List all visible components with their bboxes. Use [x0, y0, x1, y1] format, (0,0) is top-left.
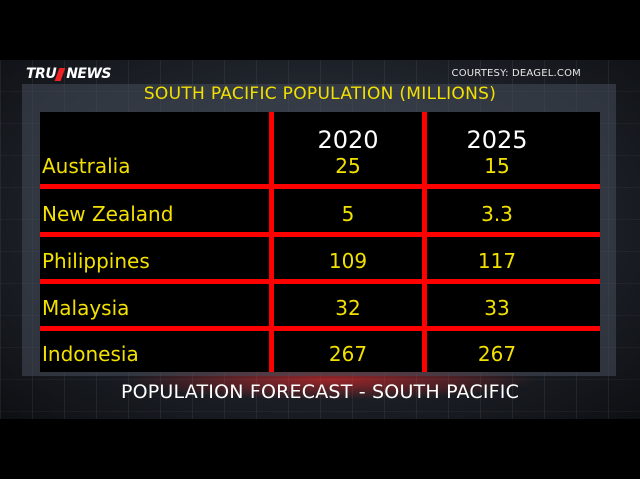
population-value: 25	[335, 154, 361, 178]
country-label: Philippines	[42, 249, 150, 273]
country-label: Indonesia	[42, 342, 139, 366]
population-value: 117	[477, 249, 517, 273]
logo-text-news: NEWS	[66, 66, 112, 82]
row-separator-line	[40, 184, 600, 189]
logo-text-tru: TRU	[26, 66, 57, 82]
broadcast-background: TRU NEWS COURTESY: DEAGEL.COM SOUTH PACI…	[0, 60, 640, 419]
country-label: New Zealand	[42, 202, 174, 226]
lightning-bolt-icon	[54, 67, 66, 81]
column-separator-line	[422, 112, 427, 372]
population-value: 32	[335, 296, 361, 320]
row-separator-line	[40, 326, 600, 331]
population-value: 5	[341, 202, 355, 226]
column-separator-line	[269, 112, 274, 372]
trunews-logo: TRU NEWS	[26, 64, 112, 84]
population-value: 3.3	[481, 202, 513, 226]
lower-third-caption: POPULATION FORECAST - SOUTH PACIFIC	[120, 381, 520, 403]
table-title: SOUTH PACIFIC POPULATION (MILLIONS)	[143, 84, 497, 104]
column-header-2020: 2020	[317, 126, 379, 154]
population-value: 33	[484, 296, 510, 320]
row-separator-line	[40, 279, 600, 284]
population-value: 267	[477, 342, 517, 366]
population-value: 15	[484, 154, 510, 178]
courtesy-credit: COURTESY: DEAGEL.COM	[451, 68, 581, 79]
column-header-2025: 2025	[466, 126, 528, 154]
population-value: 267	[328, 342, 368, 366]
row-separator-line	[40, 232, 600, 237]
population-value: 109	[328, 249, 368, 273]
country-label: Australia	[42, 154, 131, 178]
country-label: Malaysia	[42, 296, 130, 320]
